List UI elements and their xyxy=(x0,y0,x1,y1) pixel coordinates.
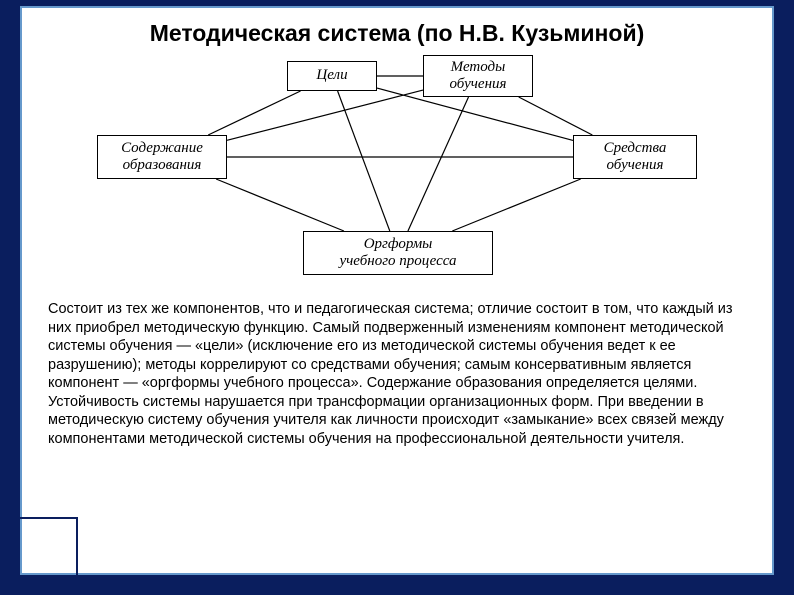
diagram: Цели Методыобучения Содержаниеобразования С… xyxy=(77,55,717,290)
diagram-node: Цели xyxy=(287,61,377,91)
diagram-node: Оргформыучебного процесса xyxy=(303,231,493,275)
diagram-node: Методыобучения xyxy=(423,55,533,97)
slide-title: Методическая система (по Н.В. Кузьминой) xyxy=(48,20,746,47)
diagram-node: Содержаниеобразования xyxy=(97,135,227,179)
slide-frame: Методическая система (по Н.В. Кузьминой)… xyxy=(0,0,794,595)
diagram-node: Средстваобучения xyxy=(573,135,697,179)
slide-content: Методическая система (по Н.В. Кузьминой)… xyxy=(20,6,774,458)
body-paragraph: Состоит из тех же компонентов, что и пед… xyxy=(48,300,746,448)
corner-decoration xyxy=(8,517,78,587)
